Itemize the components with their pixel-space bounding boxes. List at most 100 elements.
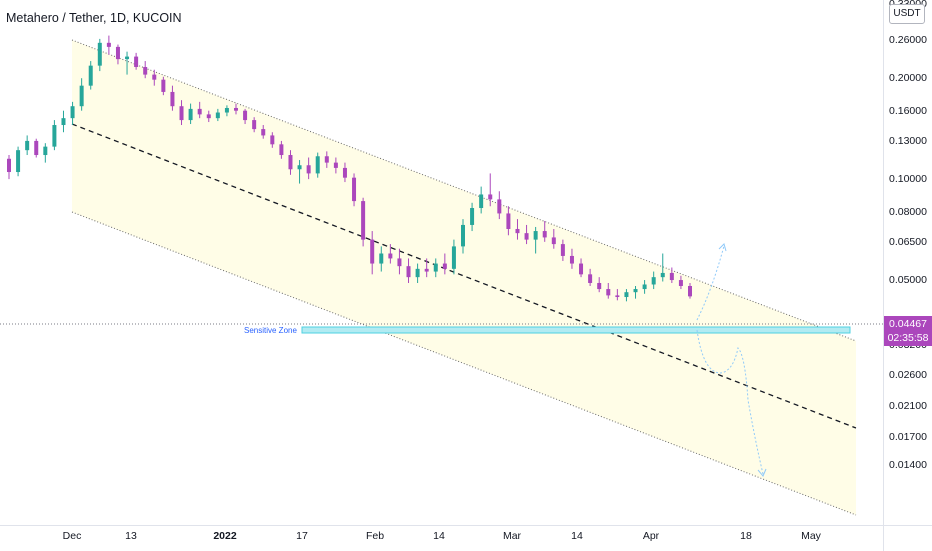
candle (642, 280, 647, 294)
bearish-projection-arrow (696, 329, 764, 475)
candle-body (61, 118, 66, 126)
candle (215, 108, 220, 122)
price-axis[interactable] (883, 0, 932, 525)
candle-body (170, 91, 175, 107)
candle-body (115, 46, 120, 60)
candle (579, 258, 584, 278)
candle (597, 277, 602, 293)
candle (197, 101, 202, 119)
bar-countdown: 02:35:58 (887, 332, 929, 344)
candle-body (297, 165, 302, 170)
candle (397, 248, 402, 275)
candle-body (197, 108, 202, 115)
candle-body (215, 112, 220, 119)
candle-body (551, 237, 556, 245)
channel-lower-line (71, 211, 857, 516)
candle-body (688, 285, 692, 297)
candle-body (624, 292, 629, 298)
candle (70, 101, 75, 126)
candle (433, 258, 438, 278)
price-tick-label: 0.20000 (889, 72, 927, 85)
candle-body (651, 277, 656, 285)
candle-body (261, 129, 266, 136)
candle-body (488, 194, 493, 200)
candle (152, 69, 157, 86)
candle-body (533, 231, 538, 240)
candle (324, 151, 329, 168)
channel-upper-line (71, 39, 857, 342)
candle (524, 224, 529, 245)
candle (34, 138, 39, 158)
candle (288, 150, 293, 175)
candle-body (315, 156, 320, 174)
candle-body (397, 258, 402, 267)
candle-body (642, 284, 647, 290)
candle-body (179, 106, 184, 121)
candle (569, 248, 574, 269)
candle (651, 271, 656, 290)
candle-body (79, 85, 84, 107)
candle (479, 186, 484, 214)
bullish-arrow-head (718, 243, 727, 252)
axis-corner (883, 525, 932, 551)
candle-body (370, 239, 375, 264)
sensitive-zone-label: Sensitive Zone (244, 326, 297, 335)
candle-body (161, 79, 166, 92)
candle (533, 226, 538, 254)
time-tick-label: 13 (125, 530, 137, 542)
candle (106, 35, 111, 55)
candle (497, 191, 502, 220)
chart-title: Metahero / Tether, 1D, KUCOIN (6, 11, 182, 25)
candle (633, 285, 638, 299)
candle-body (442, 263, 447, 269)
candle (461, 219, 465, 254)
time-axis[interactable] (0, 525, 883, 551)
candle-body (243, 110, 248, 121)
bullish-projection-arrow (696, 245, 725, 321)
candle-body (461, 224, 465, 247)
price-tick-label: 0.05000 (889, 274, 927, 287)
candle (7, 155, 11, 180)
candle (333, 157, 338, 174)
candle-body (424, 268, 429, 272)
candle (224, 105, 229, 117)
candle (606, 282, 611, 299)
candle (143, 61, 148, 79)
candle-body (234, 107, 238, 111)
candle-body (451, 246, 456, 269)
candle-body (7, 158, 11, 173)
time-tick-label: 14 (433, 530, 445, 542)
price-tick-label: 0.02600 (889, 369, 927, 382)
candle (61, 110, 66, 133)
time-tick-label: 17 (296, 530, 308, 542)
candle (261, 125, 266, 139)
price-tick-label: 0.10000 (889, 173, 927, 186)
candle (279, 140, 284, 159)
candle (624, 289, 629, 302)
candle-body (252, 120, 257, 130)
time-tick-label: Dec (62, 530, 82, 542)
candle (515, 219, 520, 240)
candle-body (52, 125, 57, 147)
candle-body (288, 155, 293, 170)
candle-body (224, 107, 229, 113)
candle-body (506, 213, 511, 229)
descending-channel (71, 39, 857, 516)
candle-body (324, 156, 329, 163)
candle (406, 258, 411, 283)
price-tick-label: 0.01700 (889, 431, 927, 444)
currency-button[interactable]: USDT (889, 4, 925, 24)
sensitive-zone-rect (301, 326, 851, 334)
candle-body (125, 56, 130, 60)
candle-body (333, 162, 338, 168)
candle (115, 44, 120, 65)
candle (451, 239, 456, 275)
price-tick-label: 0.02100 (889, 400, 927, 413)
candle-body (106, 42, 111, 47)
last-price-badge: 0.04467 02:35:58 (884, 316, 932, 346)
candle-body (579, 263, 584, 275)
candle-body (361, 201, 366, 240)
candle (43, 143, 48, 163)
candle (379, 246, 384, 272)
